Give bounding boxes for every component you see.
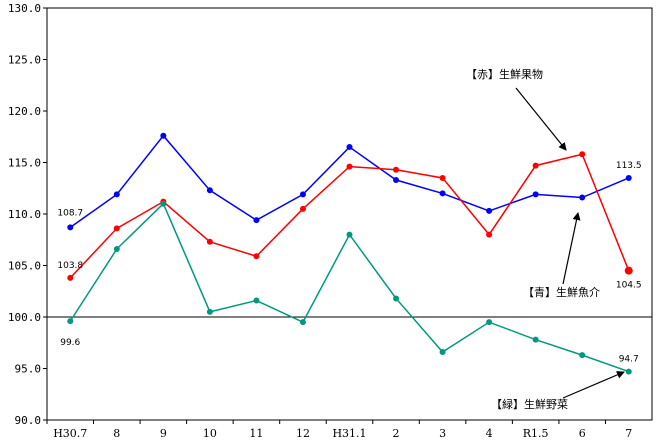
y-axis: 130.0 125.0 120.0 115.0 110.0 105.0 100.0 95.0 9… — [8, 2, 47, 427]
x-tick-label: 12 — [296, 427, 310, 440]
y-tick-label: 110.0 — [8, 208, 41, 221]
data-point — [532, 191, 539, 198]
x-tick-label: 8 — [113, 427, 120, 440]
data-point — [299, 319, 306, 326]
y-tick-label: 115.0 — [8, 157, 41, 170]
data-point — [160, 132, 167, 139]
data-point — [206, 308, 213, 315]
data-point — [299, 191, 306, 198]
data-point — [532, 162, 539, 169]
data-label-last: 113.5 — [616, 161, 642, 171]
annotation-arrow — [562, 212, 581, 285]
data-point — [393, 295, 400, 302]
data-point — [299, 205, 306, 212]
data-point — [253, 217, 260, 224]
data-point — [253, 253, 260, 260]
annotation-label: 【青】生鮮魚介 — [523, 285, 600, 299]
data-point — [579, 151, 586, 158]
y-tick-label: 120.0 — [8, 105, 41, 118]
data-point — [206, 238, 213, 245]
x-tick-label: 10 — [203, 427, 217, 440]
data-point — [532, 336, 539, 343]
x-tick-label: 3 — [439, 427, 446, 440]
data-point — [486, 207, 493, 214]
plot-area — [46, 7, 653, 421]
x-tick-label: 2 — [393, 427, 400, 440]
x-tick-label: H30.7 — [53, 427, 87, 440]
data-point — [486, 319, 493, 326]
data-point — [113, 225, 120, 232]
y-tick-label: 100.0 — [8, 311, 41, 324]
data-point — [486, 231, 493, 238]
data-point — [579, 194, 586, 201]
y-tick-label: 105.0 — [8, 260, 41, 273]
series-2 — [67, 200, 632, 375]
data-labels: 108.7 113.5 103.8 104.5 99.6 94.7 — [57, 161, 641, 365]
data-point — [160, 200, 167, 207]
x-tick-label: R1.5 — [523, 427, 549, 440]
data-point — [346, 163, 353, 170]
x-tick-label: 11 — [249, 427, 263, 440]
data-point — [439, 349, 446, 356]
data-point — [439, 190, 446, 197]
y-tick-label: 125.0 — [8, 54, 41, 67]
annotation-arrow — [562, 371, 625, 399]
data-point — [624, 266, 633, 275]
data-point — [579, 352, 586, 359]
data-label-last: 104.5 — [616, 281, 642, 291]
data-point — [67, 318, 74, 325]
x-tick-label: 6 — [579, 427, 586, 440]
annotation-arrow — [515, 87, 567, 151]
data-point — [625, 174, 632, 181]
annotations: 【赤】生鮮果物【青】生鮮魚介【緑】生鮮野菜 — [466, 67, 625, 411]
data-point — [253, 297, 260, 304]
data-label-first: 99.6 — [60, 338, 80, 348]
x-tick-label: 9 — [160, 427, 167, 440]
data-label-first: 108.7 — [57, 208, 83, 218]
y-tick-label: 130.0 — [8, 2, 41, 15]
data-point — [439, 174, 446, 181]
data-point — [393, 177, 400, 184]
y-tick-label: 95.0 — [15, 363, 42, 376]
annotation-label: 【緑】生鮮野菜 — [491, 397, 568, 411]
series-group — [67, 132, 633, 375]
data-point — [346, 231, 353, 238]
x-axis: H30.7 8 9 10 11 12 H31.1 2 3 4 R1.5 6 7 — [46, 420, 632, 440]
x-tick-label: H31.1 — [332, 427, 366, 440]
x-tick-label: 4 — [486, 427, 493, 440]
data-label-first: 103.8 — [57, 261, 83, 271]
data-point — [67, 224, 74, 231]
data-label-last: 94.7 — [619, 355, 639, 365]
data-point — [67, 274, 74, 281]
data-point — [113, 191, 120, 198]
data-point — [346, 144, 353, 151]
data-point — [206, 187, 213, 194]
x-tick-label: 7 — [625, 427, 632, 440]
data-point — [393, 166, 400, 173]
series-0 — [67, 132, 632, 231]
data-point — [625, 368, 632, 375]
annotation-label: 【赤】生鮮果物 — [466, 67, 543, 81]
y-tick-label: 90.0 — [15, 414, 42, 427]
data-point — [113, 246, 120, 253]
